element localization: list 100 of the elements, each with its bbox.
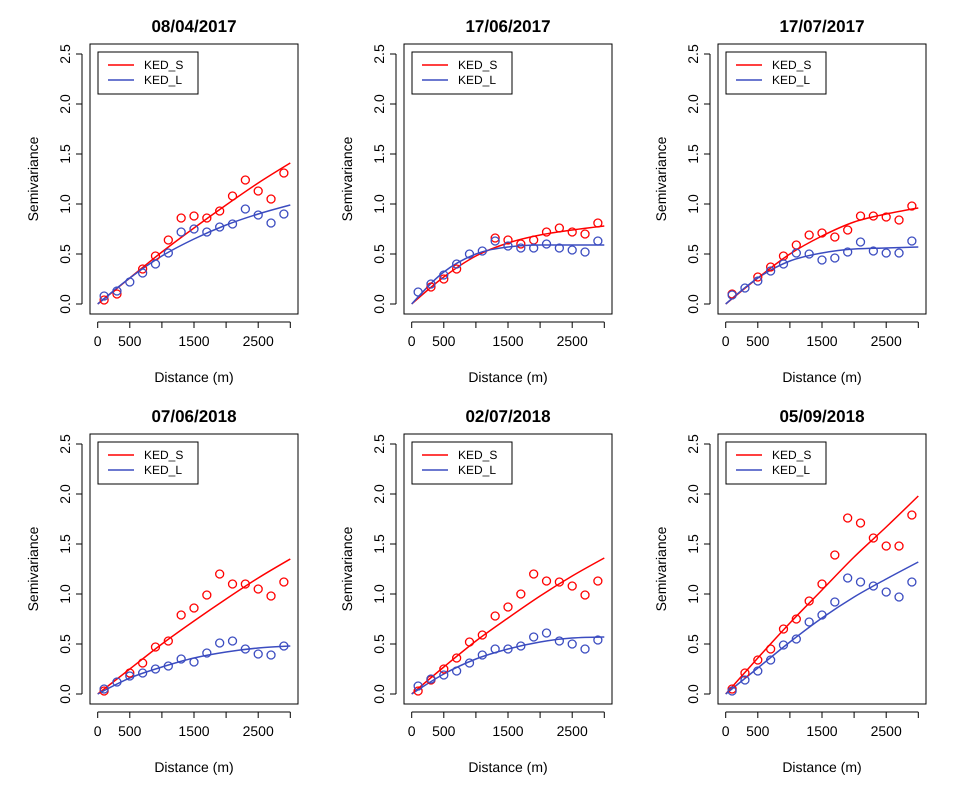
point	[804, 617, 814, 627]
point	[766, 266, 776, 276]
line-series	[410, 557, 606, 695]
point	[138, 268, 148, 278]
point	[189, 603, 199, 613]
line-series	[96, 558, 292, 695]
point	[439, 670, 448, 680]
point	[413, 686, 423, 696]
point	[516, 239, 526, 249]
y-tick-label: 1.5	[685, 144, 701, 164]
point	[228, 191, 238, 201]
x-tick-label: 0	[408, 333, 416, 349]
point	[580, 644, 590, 654]
point	[266, 194, 276, 204]
chart-title: 08/04/2017	[151, 17, 237, 36]
point	[516, 589, 526, 599]
x-tick-label: 500	[746, 333, 770, 349]
point	[740, 668, 750, 678]
y-tick-label: 0.5	[57, 244, 73, 264]
x-tick-label: 2500	[242, 723, 274, 739]
y-tick-label: 1.0	[685, 584, 701, 604]
point	[503, 241, 513, 251]
point	[279, 641, 289, 651]
point	[753, 655, 762, 665]
line-series	[410, 636, 606, 695]
y-tick-label: 1.5	[371, 534, 387, 554]
point	[279, 577, 289, 587]
line-series	[724, 561, 920, 695]
point	[240, 204, 250, 214]
point	[593, 576, 603, 586]
point	[138, 658, 148, 668]
y-tick-label: 0.5	[371, 634, 387, 654]
y-tick-label: 0.5	[685, 634, 701, 654]
point	[228, 219, 238, 229]
x-tick-label: 2500	[242, 333, 274, 349]
point	[150, 642, 160, 652]
point	[830, 550, 840, 560]
point	[554, 243, 564, 253]
point	[279, 209, 289, 219]
point	[490, 233, 500, 243]
x-tick-label: 0	[94, 333, 102, 349]
point	[882, 212, 891, 222]
point	[542, 239, 552, 249]
point	[439, 270, 448, 280]
y-axis-title: Semivariance	[25, 136, 41, 222]
point	[215, 569, 224, 579]
y-tick-label: 0.0	[685, 684, 701, 704]
point	[882, 587, 891, 597]
point	[907, 201, 917, 211]
point	[568, 581, 577, 591]
point	[503, 235, 513, 245]
line-series	[96, 204, 292, 305]
point	[856, 237, 866, 247]
point	[894, 592, 904, 602]
x-axis-title: Distance (m)	[154, 759, 234, 775]
point	[792, 634, 801, 644]
y-axis-title: Semivariance	[653, 526, 669, 612]
point	[766, 262, 776, 272]
y-tick-label: 1.5	[57, 534, 73, 554]
point	[125, 668, 134, 678]
point	[753, 666, 762, 676]
point	[138, 668, 148, 678]
x-tick-label: 1500	[492, 333, 524, 349]
point	[529, 243, 538, 253]
point	[164, 248, 173, 258]
point	[176, 213, 186, 223]
point	[882, 248, 891, 258]
point	[150, 259, 160, 269]
y-tick-label: 0.0	[685, 294, 701, 314]
point	[452, 259, 462, 269]
y-tick-label: 0.5	[685, 244, 701, 264]
chart-title: 02/07/2018	[465, 407, 551, 426]
x-tick-label: 2500	[870, 723, 902, 739]
y-tick-label: 2.0	[57, 484, 73, 504]
point	[817, 579, 827, 589]
point	[804, 230, 814, 240]
chart-title: 05/09/2018	[779, 407, 865, 426]
point	[542, 227, 552, 237]
point	[766, 644, 776, 654]
x-tick-label: 0	[722, 723, 730, 739]
point	[228, 579, 238, 589]
x-tick-label: 0	[408, 723, 416, 739]
y-tick-label: 2.5	[57, 44, 73, 64]
y-axis-title: Semivariance	[653, 136, 669, 222]
point	[266, 218, 276, 228]
point	[529, 569, 538, 579]
x-tick-label: 1500	[492, 723, 524, 739]
legend-label: KED_S	[458, 448, 498, 462]
point	[894, 215, 904, 225]
point	[426, 279, 436, 289]
point	[868, 581, 878, 591]
point	[516, 243, 526, 253]
point	[99, 291, 109, 301]
point	[907, 236, 917, 246]
point	[452, 666, 462, 676]
point	[593, 236, 603, 246]
point	[868, 533, 878, 543]
line-series	[724, 495, 920, 695]
point	[907, 510, 917, 520]
point	[856, 518, 866, 528]
